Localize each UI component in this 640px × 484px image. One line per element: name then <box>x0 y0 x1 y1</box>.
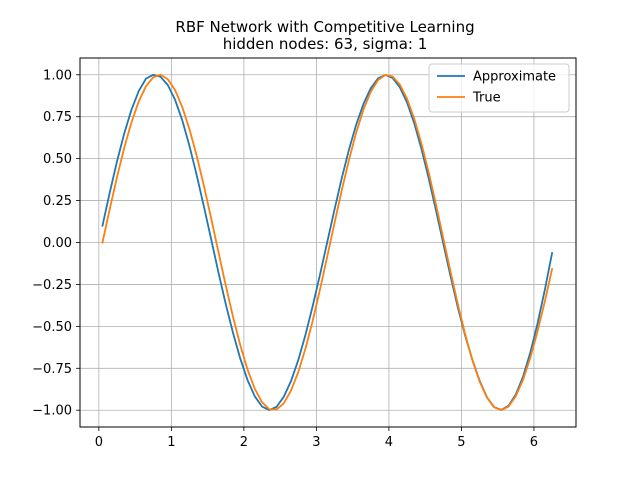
legend: Approximate True <box>428 63 570 113</box>
plot-frame <box>79 57 577 428</box>
x-tick-label: 4 <box>385 435 393 450</box>
y-tick-label: −0.25 <box>32 278 72 293</box>
x-tick-label: 3 <box>312 435 320 450</box>
x-tick-label: 6 <box>530 435 538 450</box>
y-tick-label: −0.75 <box>32 362 72 377</box>
x-tick-label: 1 <box>167 435 175 450</box>
y-tick-label: 0.00 <box>43 236 72 251</box>
x-tick-label: 0 <box>95 435 103 450</box>
y-tick-label: −1.00 <box>32 404 72 419</box>
x-tick-label: 2 <box>240 435 248 450</box>
y-tick-label: 1.00 <box>43 68 72 83</box>
x-tick-label: 5 <box>457 435 465 450</box>
y-tick-label: −0.50 <box>32 320 72 335</box>
chart-title-line2: hidden nodes: 63, sigma: 1 <box>223 35 428 53</box>
axis-ticks: 0 1 2 3 4 5 6 −1.00 −0.75 −0.50 −0.25 0.00 0.25 0.50 0… <box>32 68 538 450</box>
y-tick-label: 0.50 <box>43 152 72 167</box>
series-line-true <box>101 73 554 412</box>
series-lines <box>101 73 554 412</box>
legend-label-true: True <box>472 91 501 106</box>
legend-label-approximate: Approximate <box>473 70 556 85</box>
grid <box>80 58 576 427</box>
chart-title-line1: RBF Network with Competitive Learning <box>175 18 474 36</box>
y-tick-label: 0.25 <box>43 194 72 209</box>
y-tick-label: 0.75 <box>43 110 72 125</box>
